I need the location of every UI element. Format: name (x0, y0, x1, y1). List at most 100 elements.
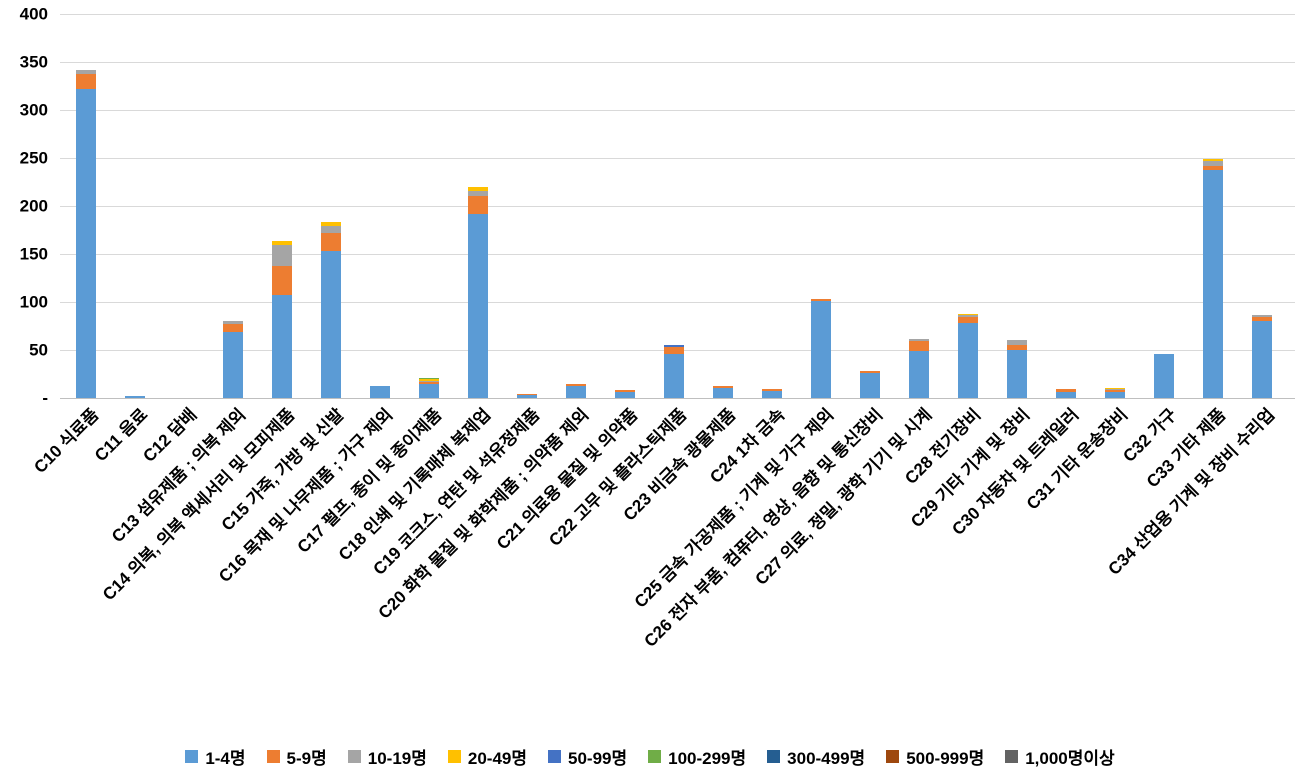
gridline (60, 254, 1295, 255)
bar-segment (957, 314, 978, 318)
legend-label: 300-499명 (787, 749, 866, 768)
bar-segment (712, 388, 733, 398)
bar-segment (271, 240, 292, 246)
bar-segment (418, 378, 439, 381)
bar-segment (1055, 389, 1076, 393)
bar-segment (1202, 160, 1223, 166)
gridline (60, 14, 1295, 15)
bar-segment (663, 347, 684, 354)
bar-segment (516, 395, 537, 398)
bar-segment (75, 88, 96, 398)
bar-segment (761, 389, 782, 392)
bar-segment (1006, 340, 1027, 346)
y-axis-tick-label: 250 (19, 148, 48, 168)
bar-segment (320, 222, 341, 227)
gridline (60, 302, 1295, 303)
bar-segment (957, 323, 978, 398)
legend-item: 300-499명 (767, 744, 865, 769)
bar-segment (369, 386, 390, 398)
bar-segment (516, 394, 537, 396)
bar-segment (222, 324, 243, 332)
bar-segment (271, 265, 292, 296)
bar-segment (467, 190, 488, 197)
legend-label: 5-9명 (286, 749, 327, 768)
bar-segment (957, 313, 978, 315)
bar-segment (1251, 321, 1272, 398)
bar-segment (124, 396, 145, 398)
legend-item: 1-4명 (185, 744, 246, 769)
bar-segment (1202, 158, 1223, 161)
y-axis-tick-label: 100 (19, 292, 48, 312)
y-axis-tick-label: - (42, 388, 48, 408)
legend-item: 500-999명 (886, 744, 984, 769)
bar-segment (908, 339, 929, 342)
y-axis-tick-label: 150 (19, 244, 48, 264)
bar-segment (418, 377, 439, 379)
legend-item: 20-49명 (447, 744, 527, 769)
bar-segment (565, 385, 586, 398)
bar-segment (1251, 317, 1272, 322)
bar-segment (761, 391, 782, 398)
legend-label: 500-999명 (906, 749, 985, 768)
legend-swatch (648, 750, 662, 763)
bar-segment (712, 385, 733, 389)
gridline (60, 62, 1295, 63)
legend-swatch (447, 750, 461, 763)
bar-segment (467, 213, 488, 398)
gridline (60, 110, 1295, 111)
legend-item: 100-299명 (648, 744, 746, 769)
bar-segment (663, 353, 684, 398)
bar-segment (418, 383, 439, 398)
legend-label: 1,000명이상 (1025, 749, 1115, 768)
bar-segment (663, 345, 684, 348)
legend: 1-4명 5-9명 10-19명 20-49명 50-99명 100-299명 300-49… (0, 744, 1300, 769)
bar-segment (467, 196, 488, 214)
bar-segment (320, 232, 341, 252)
bar-segment (859, 371, 880, 374)
legend-item: 5-9명 (266, 744, 327, 769)
legend-swatch (886, 750, 900, 763)
bar-segment (320, 251, 341, 398)
legend-item: 1,000명이상 (1005, 744, 1115, 769)
bar-segment (271, 295, 292, 398)
bar-segment (467, 186, 488, 191)
bar-segment (1153, 353, 1174, 398)
bar-segment (1104, 388, 1125, 390)
bar-segment (1104, 390, 1125, 393)
bar-segment (271, 245, 292, 266)
legend-swatch (266, 750, 280, 763)
bar-segment (418, 381, 439, 384)
bar-segment (957, 317, 978, 324)
bar-segment (1055, 392, 1076, 398)
legend-label: 20-49명 (467, 749, 527, 768)
legend-swatch (347, 750, 361, 763)
bar-segment (908, 341, 929, 351)
bar-segment (75, 74, 96, 89)
bar-segment (1251, 315, 1272, 318)
bar-segment (418, 380, 439, 382)
legend-label: 10-19명 (367, 749, 427, 768)
bar-segment (810, 299, 831, 302)
bar-segment (1104, 392, 1125, 398)
bar-segment (614, 392, 635, 398)
legend-swatch (185, 750, 199, 763)
legend-swatch (767, 750, 781, 763)
bar-segment (222, 321, 243, 325)
legend-item: 10-19명 (347, 744, 427, 769)
bar-segment (859, 373, 880, 398)
legend-label: 1-4명 (205, 749, 246, 768)
bar-segment (1202, 170, 1223, 398)
legend-item: 50-99명 (548, 744, 627, 769)
bar-segment (222, 331, 243, 398)
gridline (60, 206, 1295, 207)
bar-segment (810, 301, 831, 398)
y-axis-tick-label: 200 (19, 196, 48, 216)
legend-label: 50-99명 (568, 749, 628, 768)
bar-segment (75, 69, 96, 75)
bar-segment (614, 390, 635, 393)
bar-segment (1006, 345, 1027, 350)
legend-swatch (1005, 750, 1019, 763)
bar-segment (1006, 350, 1027, 398)
legend-label: 100-299명 (668, 749, 747, 768)
